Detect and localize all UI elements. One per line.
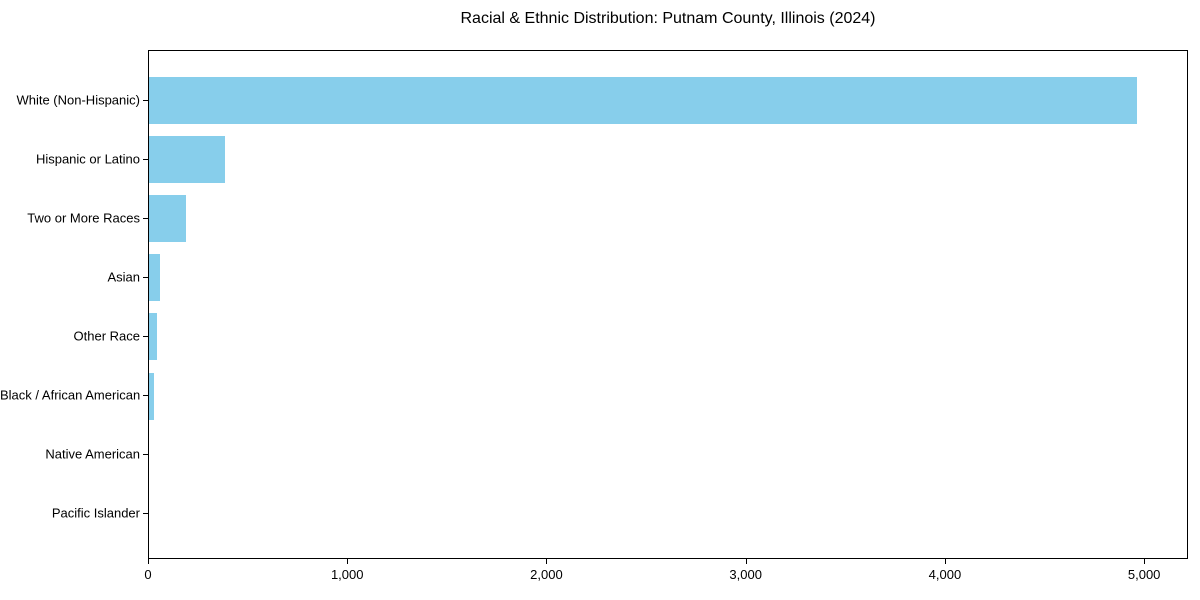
bar-white-non-hispanic <box>149 77 1138 124</box>
bar-other-race <box>149 313 157 361</box>
y-tick-label: Pacific Islander <box>51 505 140 521</box>
bar-asian <box>149 254 160 302</box>
x-tick-mark <box>148 559 149 564</box>
x-tick-mark <box>347 559 349 564</box>
plot-area <box>148 50 1188 559</box>
y-tick-label: Black / African American <box>0 387 141 403</box>
x-tick-label: 0 <box>144 567 152 582</box>
y-tick-label: Two or More Races <box>27 210 140 226</box>
y-tick-mark <box>143 276 148 278</box>
bar-two-or-more-races <box>149 195 186 243</box>
x-tick-mark <box>745 559 747 564</box>
y-tick-mark <box>143 395 148 396</box>
x-tick-label: 3,000 <box>729 567 762 582</box>
x-tick-label: 5,000 <box>1127 567 1161 582</box>
y-tick-mark <box>143 217 148 219</box>
x-tick-label: 2,000 <box>530 567 563 582</box>
x-tick-mark <box>1144 559 1146 564</box>
chart-title: Racial & Ethnic Distribution: Putnam Cou… <box>460 10 876 27</box>
y-tick-label: Other Race <box>73 328 140 344</box>
y-tick-mark <box>143 99 148 101</box>
x-tick-mark <box>546 559 548 564</box>
y-tick-mark <box>143 513 148 515</box>
x-tick-label: 4,000 <box>928 567 962 582</box>
y-tick-mark <box>143 454 148 456</box>
bar-black-african-american <box>149 372 154 420</box>
y-tick-mark <box>143 158 148 160</box>
y-tick-mark <box>143 335 148 337</box>
y-tick-label: Hispanic or Latino <box>35 151 140 167</box>
bar-hispanic-or-latino <box>149 136 225 184</box>
x-tick-label: 1,000 <box>330 567 364 582</box>
y-tick-label: Native American <box>45 446 140 462</box>
y-tick-label: White (Non-Hispanic) <box>16 92 140 107</box>
x-tick-mark <box>944 559 946 564</box>
y-tick-label: Asian <box>107 269 140 285</box>
